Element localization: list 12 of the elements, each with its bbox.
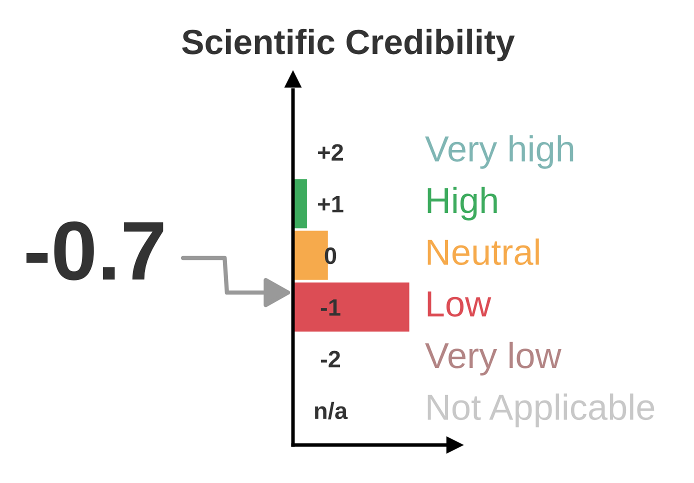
text: -0.7 bbox=[26, 221, 164, 280]
y-tick-label: n/a bbox=[315, 402, 348, 420]
text: Neutral bbox=[428, 238, 539, 266]
y-tick-label: -2 bbox=[320, 350, 340, 368]
legend-label: Very high bbox=[425, 135, 574, 169]
text: High bbox=[428, 186, 497, 221]
y-tick-label: +2 bbox=[318, 144, 344, 161]
legend-label: Very low bbox=[425, 342, 562, 376]
y-tick-label: +1 bbox=[318, 196, 344, 212]
y-tick-label: -1 bbox=[320, 299, 340, 316]
series-label: Low bbox=[428, 292, 492, 317]
chart-title: Scientific Credibility bbox=[182, 28, 515, 62]
